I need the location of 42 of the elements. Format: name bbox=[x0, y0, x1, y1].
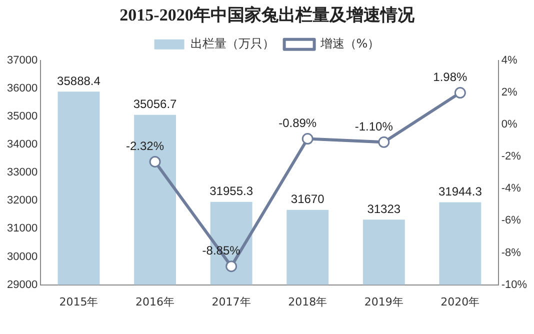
y-tick-label: 29000 bbox=[6, 278, 38, 291]
point bbox=[302, 133, 314, 145]
data-label: -2.32% bbox=[126, 139, 164, 154]
y2-tick-label: 0% bbox=[501, 118, 518, 131]
x-tick-label: 2017年 bbox=[212, 295, 251, 308]
y-tick-label: 33000 bbox=[6, 166, 38, 179]
y2-tick-label: -4% bbox=[501, 182, 522, 195]
x-tick-label: 2016年 bbox=[136, 295, 175, 308]
data-label: -1.10% bbox=[354, 119, 394, 134]
y2-tick-label: 4% bbox=[501, 54, 518, 66]
y2-tick-label: -8% bbox=[501, 246, 522, 259]
data-label: 31944.3 bbox=[438, 184, 482, 199]
x-tick-label: 2020年 bbox=[440, 295, 480, 308]
point bbox=[378, 136, 390, 148]
chart-title: 2015-2020年中国家兔出栏量及增速情况 bbox=[120, 6, 416, 25]
y-tick-label: 36000 bbox=[6, 82, 38, 94]
y2-tick-label: 2% bbox=[501, 86, 518, 98]
data-label: 31323 bbox=[367, 202, 401, 216]
y2-tick-label: -2% bbox=[501, 150, 522, 163]
data-label: 31955.3 bbox=[210, 184, 254, 198]
data-label: -8.85% bbox=[202, 244, 241, 258]
point bbox=[226, 260, 238, 272]
data-label: -0.89% bbox=[278, 116, 317, 130]
legend-label: 出栏量（万只） bbox=[190, 36, 274, 51]
point bbox=[149, 156, 161, 168]
x-tick-label: 2015年 bbox=[59, 295, 98, 308]
data-label: 1.98% bbox=[433, 70, 468, 84]
y2-tick-label: -6% bbox=[501, 214, 522, 227]
y-tick-label: 31000 bbox=[6, 222, 38, 235]
data-label: 35888.4 bbox=[57, 74, 101, 88]
x-tick-label: 2018年 bbox=[288, 295, 328, 308]
legend-label: 增速（%） bbox=[319, 36, 380, 51]
y-tick-label: 37000 bbox=[6, 54, 38, 66]
y-tick-label: 35000 bbox=[6, 110, 38, 123]
y-tick-label: 32000 bbox=[6, 194, 38, 207]
data-label: 35056.7 bbox=[133, 97, 178, 112]
y-tick-label: 34000 bbox=[6, 138, 38, 151]
y2-tick-label: -10% bbox=[501, 278, 528, 291]
data-label: 31670 bbox=[290, 192, 325, 206]
x-tick-label: 2019年 bbox=[364, 295, 404, 308]
point bbox=[454, 87, 466, 99]
y-tick-label: 30000 bbox=[6, 250, 38, 263]
